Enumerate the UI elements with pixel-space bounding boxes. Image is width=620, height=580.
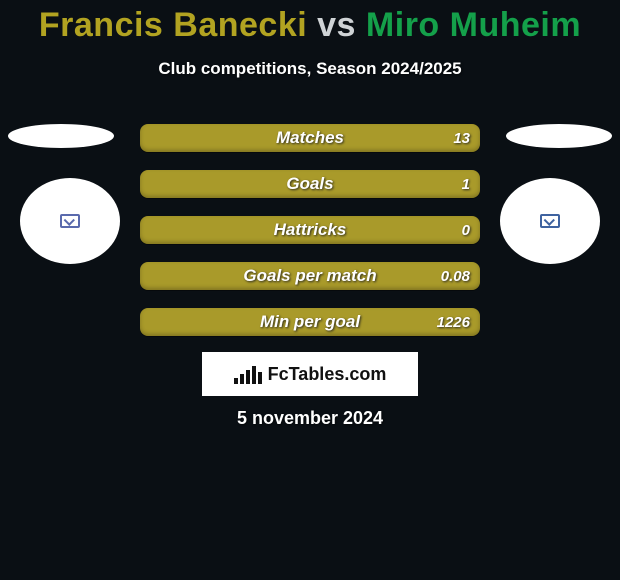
stat-bar-min-per-goal: Min per goal 1226	[140, 308, 480, 336]
stat-value: 0	[462, 222, 470, 239]
comparison-title: Francis Banecki vs Miro Muheim	[0, 0, 620, 45]
stat-label: Goals	[286, 174, 333, 194]
stat-value: 13	[453, 130, 470, 147]
placeholder-image-icon	[540, 214, 560, 228]
stat-bar-goals-per-match: Goals per match 0.08	[140, 262, 480, 290]
bar-chart-icon	[234, 364, 262, 384]
player1-name: Francis Banecki	[39, 6, 307, 44]
decorative-ellipse-right	[506, 124, 612, 148]
player2-avatar	[500, 178, 600, 264]
stat-bar-goals: Goals 1	[140, 170, 480, 198]
stat-bar-matches: Matches 13	[140, 124, 480, 152]
stat-value: 1	[462, 176, 470, 193]
stat-label: Goals per match	[243, 266, 376, 286]
season-subtitle: Club competitions, Season 2024/2025	[0, 59, 620, 79]
as-of-date: 5 november 2024	[0, 408, 620, 429]
player2-name: Miro Muheim	[366, 6, 581, 44]
vs-separator: vs	[317, 6, 356, 44]
brand-badge[interactable]: FcTables.com	[202, 352, 418, 396]
stat-label: Hattricks	[274, 220, 347, 240]
stat-bars: Matches 13 Goals 1 Hattricks 0 Goals per…	[140, 124, 480, 354]
stat-label: Matches	[276, 128, 344, 148]
stat-value: 1226	[437, 314, 470, 331]
player1-avatar	[20, 178, 120, 264]
placeholder-image-icon	[60, 214, 80, 228]
stat-bar-hattricks: Hattricks 0	[140, 216, 480, 244]
decorative-ellipse-left	[8, 124, 114, 148]
brand-text: FcTables.com	[268, 364, 387, 385]
stat-value: 0.08	[441, 268, 470, 285]
stat-label: Min per goal	[260, 312, 360, 332]
